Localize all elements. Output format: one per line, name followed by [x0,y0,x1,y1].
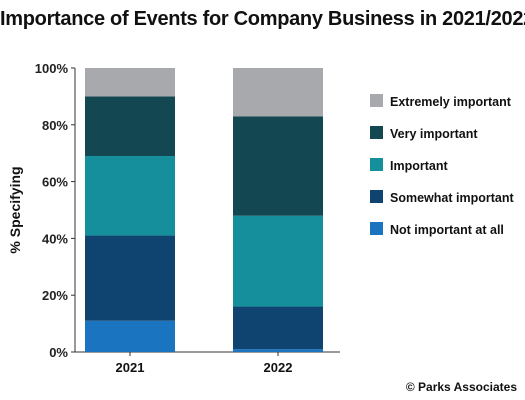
y-tick-label: 40% [42,231,68,246]
y-tick-label: 20% [42,288,68,303]
chart-title: Importance of Events for Company Busines… [0,8,525,30]
bar-segments [85,68,323,352]
legend-label: Extremely important [390,95,512,109]
bar-segment [233,306,323,350]
y-tick-label: 60% [42,175,68,190]
chart-axes: 0% 20% 40% 60% 80% 100% 2021 2022 [35,61,340,375]
legend-label: Not important at all [390,223,504,237]
y-axis-label: % Specifying [7,166,23,253]
bar-segment [85,235,175,321]
y-tick-label: 80% [42,118,68,133]
legend-label: Important [390,159,448,173]
y-axis-label-wrap: % Specifying [4,160,44,260]
legend-swatch [370,190,383,203]
bar-segment [233,68,323,117]
legend-swatch [370,222,383,235]
legend-swatch [370,158,383,171]
bar-segment [233,349,323,352]
x-tick-label: 2021 [116,360,145,375]
legend: Extremely important Very important Importa… [370,94,514,237]
y-tick-label: 0% [49,345,68,360]
legend-swatch [370,94,383,107]
bar-segment [85,68,175,97]
bar-segment [85,320,175,352]
legend-swatch [370,126,383,139]
x-tick-label: 2022 [264,360,293,375]
y-tick-label: 100% [35,61,69,76]
legend-label: Somewhat important [390,191,514,205]
source-credit: © Parks Associates [405,380,517,394]
bar-segment [233,116,323,216]
bar-segment [85,156,175,236]
legend-label: Very important [390,127,478,141]
bar-segment [233,215,323,307]
bar-segment [85,96,175,157]
